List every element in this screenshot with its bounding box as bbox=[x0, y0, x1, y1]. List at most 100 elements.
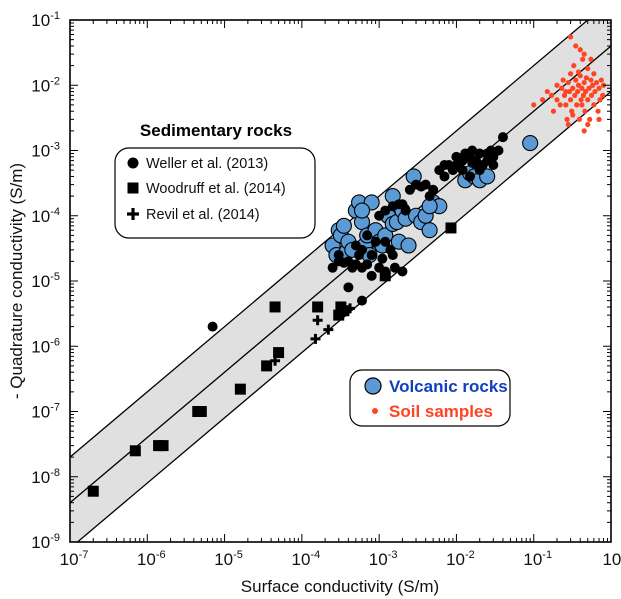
revil-marker bbox=[335, 310, 346, 321]
soil-marker bbox=[576, 116, 582, 122]
revil-marker bbox=[312, 315, 323, 326]
soil-marker bbox=[591, 71, 597, 77]
band-center-line bbox=[70, 45, 611, 504]
woodruff-marker bbox=[445, 222, 457, 234]
soil-marker bbox=[559, 85, 565, 91]
tick-labels: 10-7 10-6 10-5 10-4 10-3 10-2 10-1 100 10-9 10-8 1… bbox=[31, 10, 621, 569]
soil-marker bbox=[567, 34, 574, 40]
x-tick-label: 10-6 bbox=[137, 549, 166, 569]
soil-marker bbox=[575, 69, 582, 75]
soil-marker bbox=[531, 102, 537, 108]
revil-marker bbox=[345, 303, 356, 314]
soil-marker bbox=[573, 77, 579, 83]
soil-marker bbox=[563, 88, 569, 95]
x-tick-label: 100 bbox=[602, 549, 621, 569]
woodruff-marker bbox=[261, 360, 273, 372]
legend-box bbox=[114, 147, 316, 239]
weller-marker bbox=[333, 256, 344, 267]
legend-label-revil: Revil et al. (2014) bbox=[146, 207, 260, 223]
soil-marker bbox=[600, 92, 606, 98]
y-tick-label: 10-2 bbox=[31, 75, 60, 95]
soil-marker bbox=[583, 88, 589, 95]
soil-marker bbox=[592, 88, 598, 95]
woodruff-marker bbox=[273, 347, 285, 359]
woodruff-marker bbox=[269, 301, 281, 313]
soil-marker bbox=[539, 97, 546, 103]
soil-marker bbox=[573, 43, 579, 49]
weller-marker bbox=[377, 253, 388, 264]
legend-label-weller: Weller et al. (2013) bbox=[146, 156, 268, 172]
soil-marker bbox=[565, 121, 571, 128]
weller-marker bbox=[343, 282, 354, 293]
weller-marker bbox=[207, 321, 218, 332]
y-axis-title: - Quadrature conductivity (S/m) bbox=[7, 163, 26, 399]
soil-marker bbox=[580, 56, 586, 62]
weller-marker bbox=[356, 295, 367, 306]
volcanic-marker bbox=[353, 202, 371, 219]
legend-label-soil: Soil samples bbox=[389, 402, 493, 421]
weller-marker bbox=[380, 236, 391, 247]
legend-marker-woodruff bbox=[127, 182, 139, 194]
soil-marker bbox=[593, 79, 600, 86]
legend-other: Volcanic rocks Soil samples bbox=[349, 369, 511, 427]
weller-marker bbox=[485, 145, 496, 156]
y-tick-label: 10-9 bbox=[31, 532, 60, 552]
soil-marker bbox=[550, 108, 557, 114]
x-tick-label: 10-7 bbox=[60, 549, 89, 569]
weller-marker bbox=[439, 171, 450, 182]
weller-marker bbox=[327, 262, 338, 273]
x-tick-label: 10-3 bbox=[369, 549, 398, 569]
x-tick-label: 10-4 bbox=[292, 549, 321, 569]
soil-marker bbox=[564, 116, 570, 122]
soil-marker bbox=[596, 116, 602, 122]
legend2-box bbox=[349, 369, 511, 427]
weller-marker bbox=[370, 236, 381, 247]
soil-marker bbox=[548, 92, 555, 98]
y-tick-label: 10-3 bbox=[31, 141, 60, 161]
soil-marker bbox=[582, 108, 588, 114]
legend-label-volcanic: Volcanic rocks bbox=[389, 377, 508, 396]
axis-ticks bbox=[69, 19, 612, 543]
soil-marker bbox=[554, 97, 560, 103]
legend-marker-soil bbox=[372, 408, 378, 414]
legend-sedimentary: Sedimentary rocks Weller et al. (2013) W… bbox=[114, 121, 316, 239]
soil-marker bbox=[578, 97, 584, 103]
weller-marker bbox=[389, 262, 400, 273]
soil-marker bbox=[580, 92, 587, 98]
volcanic-marker bbox=[400, 237, 417, 254]
soil-marker bbox=[567, 97, 574, 103]
legend-marker-revil bbox=[127, 208, 139, 220]
soil-marker bbox=[570, 112, 576, 118]
weller-marker bbox=[420, 179, 431, 190]
soil-marker bbox=[588, 77, 594, 83]
soil-marker bbox=[591, 102, 597, 108]
x-tick-label: 10-1 bbox=[523, 549, 552, 569]
woodruff-marker bbox=[87, 485, 99, 497]
soil-marker bbox=[567, 71, 574, 77]
weller-marker bbox=[474, 148, 485, 159]
weller-marker bbox=[400, 205, 411, 216]
soil-marker bbox=[587, 116, 593, 122]
weller-marker bbox=[393, 199, 404, 210]
soil-marker bbox=[581, 79, 587, 86]
soil-marker bbox=[581, 51, 587, 57]
woodruff-marker bbox=[234, 383, 246, 395]
soil-marker bbox=[583, 75, 589, 81]
soil-marker bbox=[565, 79, 571, 86]
woodruff-marker bbox=[312, 301, 324, 313]
legend-marker-volcanic bbox=[364, 377, 382, 395]
soil-marker bbox=[588, 56, 594, 62]
soil-marker bbox=[571, 63, 577, 69]
soil-marker bbox=[560, 77, 566, 83]
soil-marker bbox=[585, 121, 591, 128]
weller-marker bbox=[356, 262, 367, 273]
soil-marker bbox=[596, 85, 602, 91]
weller-marker bbox=[350, 240, 361, 251]
soil-marker bbox=[579, 102, 585, 108]
soil-marker bbox=[570, 85, 576, 91]
y-tick-label: 10-4 bbox=[31, 206, 60, 226]
revil-marker bbox=[310, 333, 321, 344]
weller-marker bbox=[397, 266, 408, 277]
soil-marker bbox=[574, 102, 580, 108]
revil-marker bbox=[323, 324, 334, 335]
